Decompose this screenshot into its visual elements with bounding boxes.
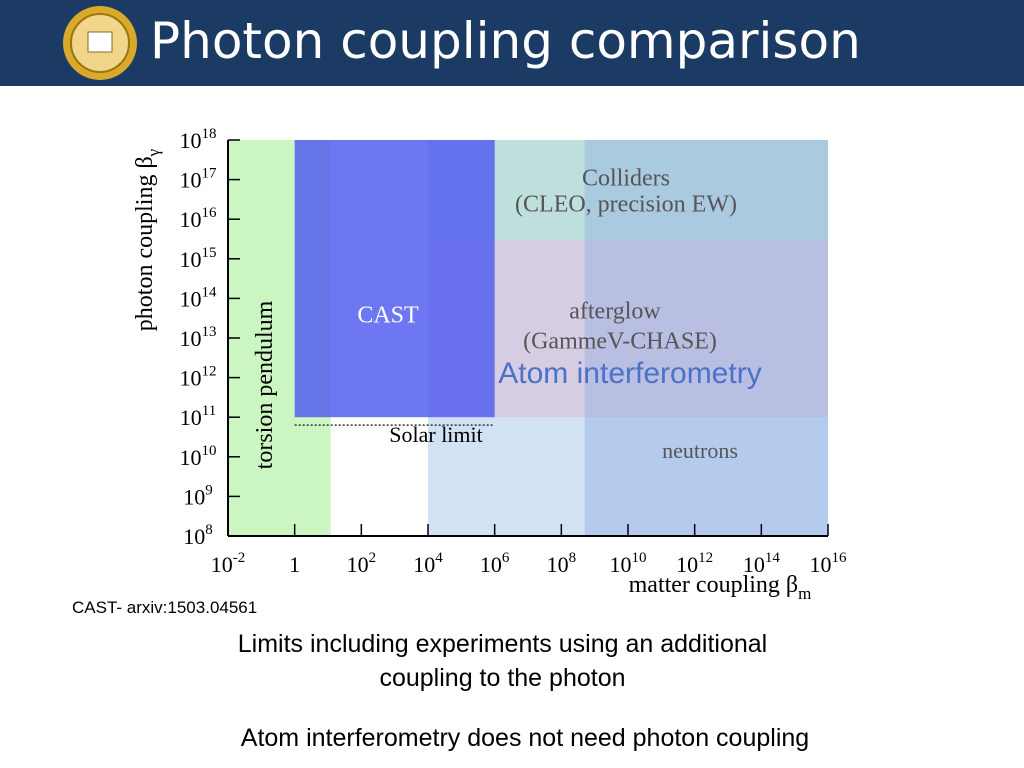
y-tick-label-part: 10 — [183, 484, 205, 509]
x-axis-title: matter coupling βm — [629, 572, 812, 603]
y-tick-label-part: 10 — [183, 524, 205, 549]
y-tick-label-part: 10 — [180, 405, 202, 430]
region-label: (CLEO, precision EW) — [515, 192, 737, 218]
x-tick-label-part: 6 — [502, 550, 510, 566]
region-label: afterglow — [569, 299, 661, 325]
slide-title: Photon coupling comparison — [150, 12, 861, 70]
y-tick-label-part: 10 — [180, 286, 202, 311]
solar-limit-label: Solar limit — [389, 422, 483, 447]
x-tick-label: 108 — [547, 550, 577, 577]
title-bar — [0, 0, 1024, 86]
x-tick-label: 1014 — [743, 550, 781, 577]
y-tick-label: 1014 — [180, 284, 218, 311]
x-tick-label: 106 — [480, 550, 510, 577]
region-label: (GammeV-CHASE) — [523, 329, 717, 355]
y-tick-label-part: 17 — [202, 166, 218, 182]
region — [584, 140, 828, 536]
x-tick-label: 1012 — [676, 550, 713, 577]
y-tick-label: 1017 — [180, 166, 218, 193]
x-tick-label-part: 12 — [698, 550, 713, 566]
caption-line: Limits including experiments using an ad… — [237, 630, 768, 658]
y-tick-label-part: 10 — [180, 326, 202, 351]
y-tick-label-part: 10 — [180, 366, 202, 391]
x-tick-label-part: 2 — [369, 550, 377, 566]
x-tick-label-part: 10 — [676, 552, 698, 577]
y-tick-label-part: 9 — [205, 482, 213, 498]
y-tick-label: 1015 — [180, 245, 217, 272]
y-axis-title-sub: γ — [144, 148, 163, 157]
y-tick-label-part: 12 — [202, 364, 217, 380]
x-tick-label-part: 10 — [610, 552, 632, 577]
region-label: Atom interferometry — [498, 357, 761, 390]
x-tick-label-part: 10 — [810, 552, 832, 577]
y-tick-label-part: 10 — [180, 168, 202, 193]
region-label: neutrons — [662, 438, 738, 463]
y-axis-title: photon coupling βγ — [132, 148, 163, 331]
region-label: torsion pendulum — [252, 300, 278, 469]
x-tick-label: 102 — [347, 550, 377, 577]
x-tick-label-part: 10 — [632, 550, 647, 566]
y-tick-label-part: 13 — [202, 324, 217, 340]
x-tick-label-part: 10 — [413, 552, 435, 577]
y-tick-label: 1012 — [180, 364, 217, 391]
y-tick-label-part: 10 — [180, 128, 202, 153]
reference: CAST- arxiv:1503.04561 — [72, 598, 258, 617]
x-tick-label-part: -2 — [233, 550, 246, 566]
y-tick-label-part: 14 — [202, 284, 218, 300]
y-tick-label-part: 11 — [202, 403, 216, 419]
y-tick-label: 1016 — [180, 205, 218, 232]
y-tick-label-part: 16 — [202, 205, 218, 221]
x-tick-label-part: 8 — [569, 550, 577, 566]
region-label: CAST — [357, 303, 419, 329]
x-tick-label-part: 10 — [743, 552, 765, 577]
y-tick-label: 1010 — [180, 443, 217, 470]
y-tick-label-part: 10 — [180, 247, 202, 272]
x-tick-label-part: 10 — [211, 552, 233, 577]
x-tick-label-part: 10 — [480, 552, 502, 577]
x-axis-title-text: matter coupling β — [629, 572, 799, 598]
y-tick-label-part: 10 — [180, 445, 202, 470]
x-axis-title-sub: m — [798, 584, 811, 603]
region — [294, 140, 495, 418]
y-tick-label: 109 — [183, 482, 213, 509]
caption-line: coupling to the photon — [379, 664, 626, 692]
y-tick-label-part: 10 — [180, 207, 202, 232]
y-tick-label-part: 10 — [202, 443, 217, 459]
x-tick-label: 104 — [413, 550, 443, 577]
x-tick-label: 10-2 — [211, 550, 246, 577]
y-axis-title-text: photon coupling β — [132, 156, 158, 331]
y-tick-label: 1018 — [180, 126, 217, 153]
note: Atom interferometry does not need photon… — [240, 724, 810, 752]
x-tick-label: 1016 — [810, 550, 848, 577]
x-tick-label-part: 14 — [765, 550, 781, 566]
x-tick-label-part: 10 — [347, 552, 369, 577]
y-tick-label-part: 15 — [202, 245, 217, 261]
x-tick-label-part: 10 — [547, 552, 569, 577]
logo — [63, 6, 137, 80]
x-tick-label-part: 16 — [832, 550, 848, 566]
x-tick-label-part: 1 — [289, 552, 300, 577]
x-tick-label: 1010 — [610, 550, 647, 577]
x-tick-label: 1 — [289, 552, 300, 577]
y-tick-label-part: 8 — [205, 522, 213, 538]
y-tick-label: 108 — [183, 522, 213, 549]
region-label: Colliders — [582, 166, 670, 192]
y-tick-label: 1013 — [180, 324, 217, 351]
y-tick-label-part: 18 — [202, 126, 217, 142]
x-tick-label-part: 4 — [435, 550, 443, 566]
y-tick-label: 1011 — [180, 403, 216, 430]
